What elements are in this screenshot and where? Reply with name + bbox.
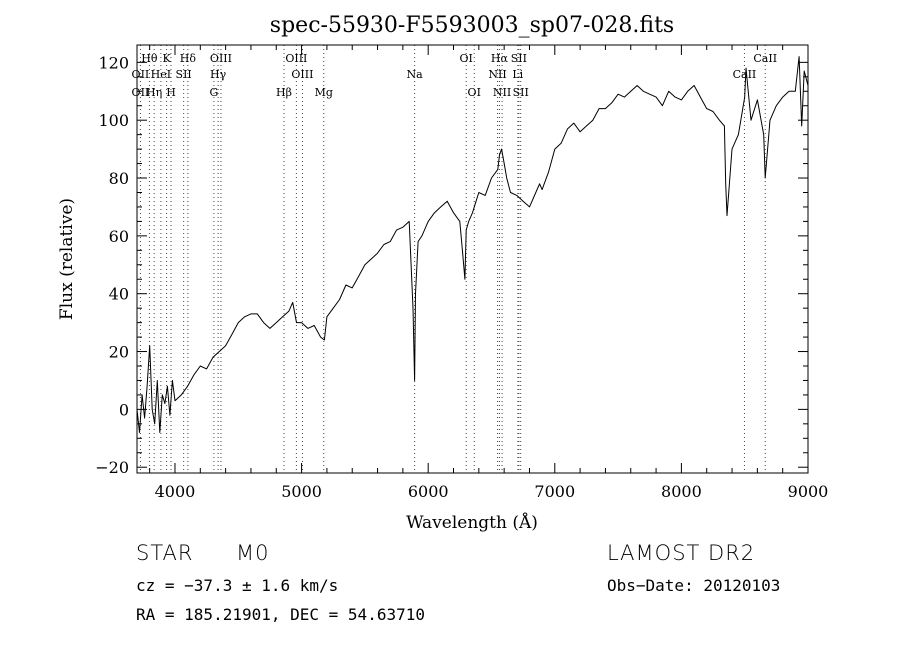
line-label: K: [162, 52, 171, 65]
line-label: Hθ: [141, 52, 158, 65]
y-tick-label: −20: [95, 458, 129, 477]
line-label: CaII: [753, 52, 777, 65]
line-label: Na: [407, 68, 424, 81]
y-axis-label: Flux (relative): [57, 198, 77, 320]
line-label: Hγ: [210, 68, 227, 81]
spectrum-line-0: [136, 56, 809, 433]
x-tick-label: 5000: [281, 482, 322, 501]
line-label: OIII: [210, 52, 232, 65]
spectral-line-markers: [139, 45, 766, 473]
line-label: Hβ: [276, 86, 292, 99]
y-tick-label: 0: [119, 400, 129, 419]
coordinates: RA = 185.21901, DEC = 54.63710: [136, 605, 425, 624]
spectrum-series: [136, 56, 809, 433]
line-label: OII: [132, 86, 150, 99]
plot-frame: [136, 44, 809, 474]
y-tick-labels: −20 0 20 40 60 80 100 120: [95, 53, 129, 477]
x-tick-labels: 4000 5000 6000 7000 8000 9000: [155, 482, 829, 501]
spectral-subclass: M0: [236, 541, 270, 565]
radial-velocity: cz = −37.3 ± 1.6 km/s: [136, 576, 339, 595]
line-label: NII: [488, 68, 506, 81]
survey-name: LAMOST DR2: [607, 541, 756, 565]
x-tick-label: 7000: [534, 482, 575, 501]
line-label: OI: [460, 52, 473, 65]
line-label: Li: [512, 68, 523, 81]
line-label: Hδ: [180, 52, 197, 65]
line-label: OIII: [285, 52, 307, 65]
line-label: SII: [511, 52, 527, 65]
line-label: HeI: [151, 68, 171, 81]
line-label: SII: [513, 86, 529, 99]
x-tick-label: 8000: [661, 482, 702, 501]
line-label: CaII: [733, 68, 757, 81]
chart-title: spec-55930-F5593003_sp07-028.fits: [270, 13, 674, 38]
y-tick-label: 60: [109, 227, 129, 246]
y-tick-label: 40: [109, 285, 129, 304]
line-label: Hη: [146, 86, 162, 99]
x-tick-label: 4000: [155, 482, 196, 501]
x-tick-label: 6000: [408, 482, 449, 501]
line-label: NII: [493, 86, 511, 99]
object-type: STAR: [136, 541, 194, 565]
line-label: OIII: [291, 68, 313, 81]
line-label: SII: [176, 68, 192, 81]
y-tick-label: 80: [109, 169, 129, 188]
line-label: G: [210, 86, 219, 99]
y-tick-label: 100: [98, 111, 129, 130]
line-label: OII: [132, 68, 150, 81]
x-axis-label: Wavelength (Å): [406, 512, 538, 533]
y-tick-label: 20: [109, 343, 129, 362]
y-tick-label: 120: [98, 53, 129, 72]
line-label: OI: [468, 86, 481, 99]
axis-ticks: [137, 45, 809, 473]
line-label: Hα: [491, 52, 509, 65]
line-label: H: [166, 86, 176, 99]
line-label: Mg: [315, 86, 333, 99]
x-tick-label: 9000: [788, 482, 829, 501]
observation-date: Obs−Date: 20120103: [607, 576, 781, 595]
